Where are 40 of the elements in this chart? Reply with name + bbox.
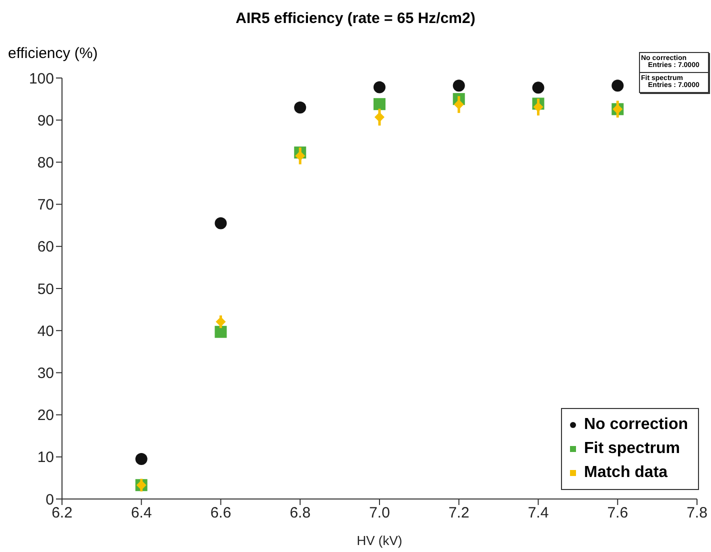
y-tick-label: 90	[37, 112, 54, 130]
x-tick-label: 6.4	[130, 504, 152, 522]
x-tick-label: 7.4	[528, 504, 549, 522]
point	[532, 82, 544, 94]
x-tick-label: 7.0	[369, 504, 390, 522]
point	[454, 100, 464, 110]
point	[135, 453, 148, 466]
point	[295, 150, 306, 161]
point	[216, 316, 226, 327]
legend-label: Match data	[582, 463, 669, 483]
point	[214, 326, 227, 338]
x-tick-label: 7.2	[448, 504, 470, 522]
y-tick-label: 10	[37, 449, 54, 466]
point	[214, 217, 227, 230]
point	[374, 98, 386, 110]
point	[294, 101, 306, 114]
x-tick-label: 6.8	[290, 504, 311, 522]
y-tick-label: 0	[46, 491, 54, 508]
y-tick-label: 30	[37, 365, 54, 382]
legend-label: No correction	[582, 415, 688, 435]
x-tick-label: 6.2	[52, 504, 72, 522]
x-axis-title: HV (kV)	[356, 533, 402, 548]
x-tick-label: 7.6	[607, 504, 628, 522]
y-tick-label: 20	[37, 407, 54, 424]
y-tick-label: 80	[37, 154, 54, 172]
chart-title: AIR5 efficiency (rate = 65 Hz/cm2)	[234, 10, 476, 27]
x-tick-label: 6.6	[210, 504, 232, 522]
y-tick-label: 70	[37, 196, 54, 214]
y-tick-label: 50	[37, 280, 54, 298]
y-axis-title: efficiency (%)	[8, 45, 98, 62]
x-tick-label: 7.8	[686, 504, 708, 522]
legend-label: Fit spectrum	[582, 439, 681, 459]
point	[533, 102, 544, 112]
y-tick-label: 40	[37, 322, 54, 340]
point	[374, 112, 384, 122]
y-tick-label: 100	[28, 70, 54, 88]
point	[612, 80, 624, 92]
point	[452, 80, 465, 92]
point	[374, 81, 386, 94]
y-tick-label: 60	[37, 238, 54, 256]
